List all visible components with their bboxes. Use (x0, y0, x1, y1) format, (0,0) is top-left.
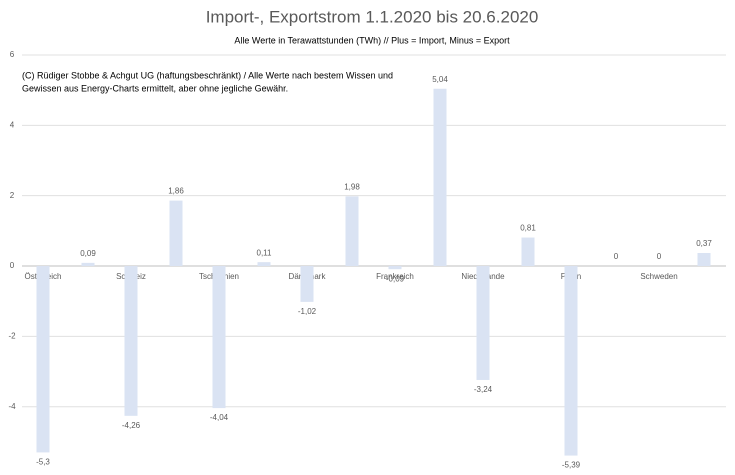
data-label: -5,39 (562, 461, 581, 470)
data-label: -3,24 (474, 385, 493, 394)
data-label: 0,81 (520, 224, 536, 233)
bar (257, 262, 271, 267)
data-label: -5,3 (36, 458, 50, 467)
data-label: 1,98 (344, 182, 360, 191)
data-label: 0 (614, 252, 619, 261)
bar (212, 266, 226, 409)
annotation: (C) Rüdiger Stobbe & Achgut UG (haftungs… (22, 70, 393, 80)
x-tick-label: Frankreich (376, 272, 414, 281)
y-tick-label: -2 (8, 331, 16, 340)
chart-title: Import-, Exportstrom 1.1.2020 bis 20.6.2… (206, 7, 539, 26)
bar (697, 253, 711, 267)
bar (521, 237, 535, 267)
bar (388, 266, 402, 270)
data-label: 0,11 (257, 248, 273, 257)
data-label: -4,04 (210, 413, 229, 422)
data-label: 0 (657, 252, 662, 261)
data-label: 0,37 (696, 239, 712, 248)
y-tick-label: 2 (10, 191, 15, 200)
x-tick-label: Schweden (640, 272, 677, 281)
bar (345, 196, 359, 267)
data-label: -4,26 (122, 421, 141, 430)
y-tick-label: 4 (10, 120, 15, 129)
y-tick-label: -4 (8, 402, 16, 411)
bar (169, 200, 183, 267)
bar (300, 266, 314, 302)
bar (564, 266, 578, 456)
y-tick-label: 6 (10, 50, 15, 59)
bar (476, 266, 490, 380)
data-label: -0,09 (386, 274, 405, 283)
y-tick-label: 0 (10, 261, 15, 270)
bar (124, 266, 138, 416)
bar (36, 266, 50, 453)
data-label: 0,09 (80, 249, 96, 258)
bar (81, 262, 95, 267)
bar (433, 88, 447, 267)
data-label: 5,04 (432, 75, 448, 84)
chart-subtitle: Alle Werte in Terawattstunden (TWh) // P… (234, 35, 510, 45)
annotation: Gewissen aus Energy-Charts ermittelt, ab… (22, 83, 288, 93)
data-label: 1,86 (168, 187, 184, 196)
data-label: -1,02 (298, 307, 317, 316)
